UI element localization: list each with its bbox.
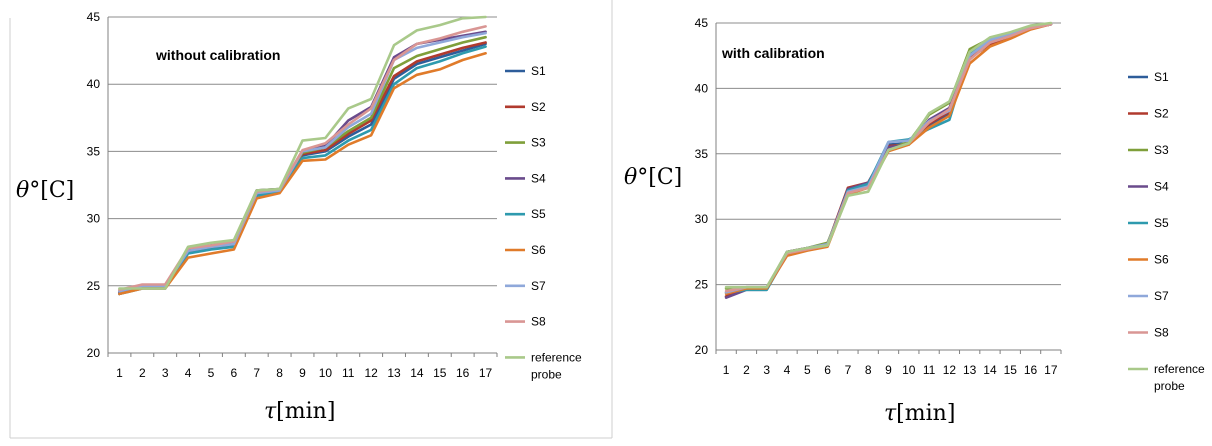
x-axis-unit: [min] <box>896 401 955 426</box>
legend-label-s4: S4 <box>531 171 546 185</box>
y-axis-variable: θ <box>16 178 29 203</box>
x-tick-label: 5 <box>804 363 811 377</box>
x-tick-label: 6 <box>231 366 238 380</box>
x-tick-label: 2 <box>139 366 146 380</box>
y-axis-label: θ°[C] <box>624 165 682 190</box>
series-line-s8 <box>724 22 1053 293</box>
y-axis-variable: θ <box>624 165 637 190</box>
legend-label-s2: S2 <box>1154 107 1169 121</box>
legend-label-reference-probe: reference <box>531 350 582 364</box>
legend-label-s5: S5 <box>531 207 546 221</box>
legend-label-reference-probe: reference <box>1154 362 1205 376</box>
series-line-s1 <box>118 42 487 296</box>
series-line-s7 <box>724 22 1053 294</box>
y-tick-label: 20 <box>87 346 101 360</box>
y-tick-label: 25 <box>695 278 709 292</box>
x-tick-label: 1 <box>723 363 730 377</box>
chart-panel-without-calibration: 20 25 30 35 40 45 1 2 3 4 5 6 7 8 9 10 11 12 13 14 15 16 17 S… <box>9 0 613 439</box>
legend-label-s8: S8 <box>531 315 546 329</box>
series-line-s2 <box>724 22 1053 298</box>
x-tick-label: 5 <box>208 366 215 380</box>
series-line-s3 <box>118 35 487 293</box>
x-tick-label: 16 <box>456 366 470 380</box>
x-tick-label: 7 <box>845 363 852 377</box>
x-axis-unit: [min] <box>276 399 335 424</box>
x-tick-label: 4 <box>185 366 192 380</box>
x-tick-label: 9 <box>885 363 892 377</box>
legend-label-s7: S7 <box>531 279 546 293</box>
x-axis-label: τ[min] <box>884 401 955 426</box>
x-tick-label: 7 <box>253 366 260 380</box>
x-tick-label: 11 <box>923 363 936 377</box>
x-tick-label: 3 <box>763 363 770 377</box>
legend-label-s2: S2 <box>531 100 546 114</box>
legend-label-s6: S6 <box>1154 253 1169 267</box>
x-tick-label: 17 <box>479 366 493 380</box>
y-tick-label: 35 <box>695 147 709 161</box>
y-axis-unit: °[C] <box>637 165 682 190</box>
legend-label-s1: S1 <box>1154 70 1169 84</box>
x-axis-variable: τ <box>264 399 277 424</box>
x-tick-label: 12 <box>943 363 957 377</box>
series-line-s5 <box>118 45 487 296</box>
x-tick-label: 16 <box>1024 363 1038 377</box>
x-tick-label: 14 <box>983 363 997 377</box>
series-line-s4 <box>724 22 1053 300</box>
legend-label-reference-probe-cont: probe <box>1154 379 1185 393</box>
x-tick-label: 13 <box>387 366 401 380</box>
x-tick-label: 8 <box>276 366 283 380</box>
x-tick-label: 10 <box>319 366 333 380</box>
series-line-s1 <box>724 22 1053 298</box>
legend-label-s3: S3 <box>1154 143 1169 157</box>
legend-label-s4: S4 <box>1154 180 1169 194</box>
x-tick-label: 9 <box>299 366 306 380</box>
x-tick-label: 8 <box>865 363 872 377</box>
x-tick-label: 12 <box>364 366 378 380</box>
x-tick-label: 17 <box>1044 363 1058 377</box>
x-tick-label: 15 <box>433 366 447 380</box>
y-tick-label: 25 <box>87 279 101 293</box>
y-tick-label: 45 <box>695 16 709 30</box>
x-tick-label: 4 <box>784 363 791 377</box>
x-tick-label: 14 <box>410 366 424 380</box>
x-axis-variable: τ <box>884 401 897 426</box>
series-line-s6 <box>724 22 1053 296</box>
x-tick-label: 15 <box>1004 363 1018 377</box>
y-tick-label: 30 <box>87 212 101 226</box>
y-axis-unit: °[C] <box>29 178 74 203</box>
chart-annotation: without calibration <box>155 47 280 63</box>
chart-annotation: with calibration <box>721 45 825 61</box>
y-tick-label: 45 <box>87 10 101 24</box>
legend-label-reference-probe-cont: probe <box>531 367 562 381</box>
series-line-reference-probe <box>118 15 487 290</box>
legend-label-s6: S6 <box>531 243 546 257</box>
legend-label-s3: S3 <box>531 136 546 150</box>
series-line-s6 <box>118 51 487 296</box>
x-tick-label: 3 <box>162 366 169 380</box>
x-tick-label: 13 <box>963 363 977 377</box>
legend-label-s5: S5 <box>1154 216 1169 230</box>
series-line-s5 <box>724 22 1053 294</box>
y-axis-label: θ°[C] <box>16 178 74 203</box>
legend-label-s8: S8 <box>1154 326 1169 340</box>
legend-label-s1: S1 <box>531 64 546 78</box>
series-line-reference-probe <box>724 21 1053 289</box>
x-tick-label: 10 <box>902 363 916 377</box>
y-tick-label: 30 <box>695 212 709 226</box>
x-tick-label: 11 <box>342 366 355 380</box>
chart-panel-with-calibration: 20 25 30 35 40 45 1 2 3 4 5 6 7 8 9 10 11 12 13 14 15 16 17 S… <box>620 0 1212 446</box>
x-tick-label: 6 <box>824 363 831 377</box>
y-tick-label: 35 <box>87 144 101 158</box>
series-line-s2 <box>118 41 487 296</box>
x-axis-label: τ[min] <box>264 399 335 424</box>
x-tick-label: 2 <box>743 363 750 377</box>
x-tick-label: 1 <box>116 366 123 380</box>
series-line-s3 <box>724 22 1053 290</box>
legend-label-s7: S7 <box>1154 289 1169 303</box>
y-tick-label: 40 <box>695 81 709 95</box>
y-tick-label: 40 <box>87 77 101 91</box>
y-tick-label: 20 <box>695 343 709 357</box>
